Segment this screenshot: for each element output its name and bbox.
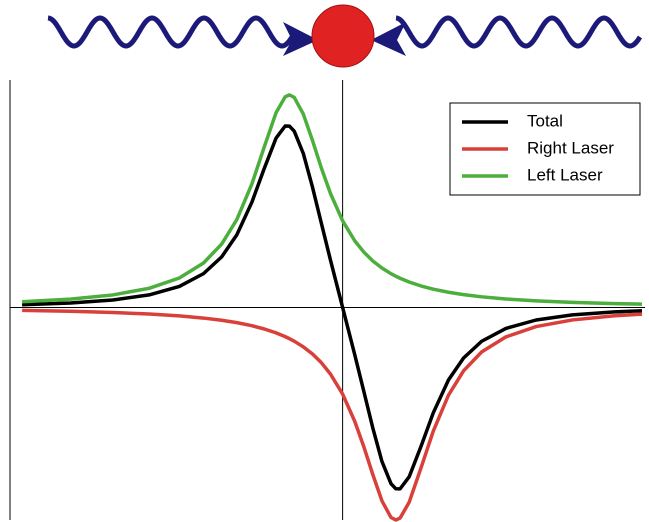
atom xyxy=(311,4,375,68)
legend-label: Right Laser xyxy=(527,138,614,157)
series-line xyxy=(22,93,643,306)
arrow-head xyxy=(371,22,406,56)
series-line xyxy=(22,124,643,491)
legend-label: Left Laser xyxy=(527,165,603,184)
series-line xyxy=(22,308,643,522)
diagram xyxy=(47,4,643,68)
arrow-head xyxy=(283,22,318,56)
wave xyxy=(395,15,643,49)
legend-label: Total xyxy=(527,111,563,130)
wave xyxy=(47,15,295,49)
